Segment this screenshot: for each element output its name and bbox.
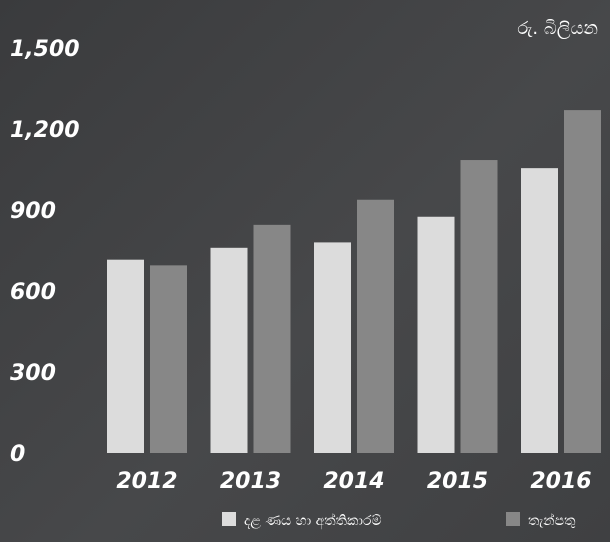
- legend-label-loans: දළ ණය හා අත්තිකාරම්: [244, 513, 382, 530]
- y-axis-ticks: 0 300 600 900 1,200 1,500: [10, 37, 80, 467]
- bar-loans-2012: [107, 259, 144, 453]
- y-tick-label: 900: [10, 199, 56, 224]
- bar-deposits-2015: [460, 160, 498, 454]
- bar-deposits-2016: [564, 110, 601, 453]
- bar-deposits-2012: [150, 265, 187, 453]
- x-tick-label: 2012: [116, 469, 177, 494]
- bar-deposits-2013: [253, 224, 291, 453]
- bar-loans-2016: [521, 168, 558, 453]
- legend-item-loans: දළ ණය හා අත්තිකාරම්: [222, 512, 382, 530]
- legend: දළ ණය හා අත්තිකාරම් තැන්පතු: [222, 512, 576, 530]
- x-tick-label: 2014: [323, 469, 384, 494]
- y-tick-label: 300: [10, 361, 56, 386]
- y-tick-label: 600: [10, 280, 56, 305]
- x-tick-label: 2015: [427, 469, 488, 494]
- bar-loans-2014: [314, 242, 351, 453]
- x-tick-label: 2013: [220, 469, 281, 494]
- legend-item-deposits: තැන්පතු: [506, 512, 576, 529]
- unit-label: රු. බිලියන: [517, 18, 598, 39]
- x-axis-ticks: 2012 2013 2014 2015 2016: [116, 469, 591, 494]
- legend-swatch-deposits: [506, 512, 520, 526]
- legend-label-deposits: තැන්පතු: [528, 513, 576, 529]
- bars: [107, 110, 601, 454]
- x-tick-label: 2016: [530, 469, 591, 494]
- bar-loans-2015: [417, 216, 455, 453]
- y-tick-label: 1,500: [10, 37, 80, 62]
- y-tick-label: 0: [10, 442, 25, 467]
- legend-swatch-loans: [222, 512, 236, 526]
- y-tick-label: 1,200: [10, 118, 80, 143]
- bar-loans-2013: [210, 247, 248, 453]
- bar-deposits-2014: [357, 199, 394, 453]
